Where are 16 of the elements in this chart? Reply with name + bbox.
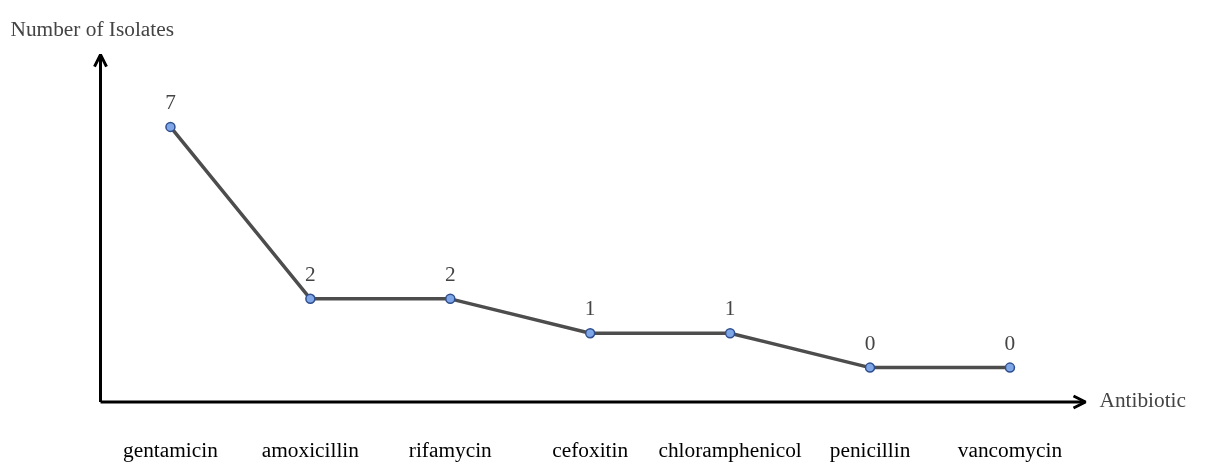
x-tick-label: chloramphenicol: [658, 437, 802, 462]
data-label: 2: [305, 261, 316, 286]
data-label: 1: [584, 296, 596, 321]
x-axis-title: Antibiotic: [1099, 387, 1186, 412]
x-tick-label: rifamycin: [408, 437, 493, 462]
x-tick-label: gentamicin: [123, 437, 219, 462]
data-label: 2: [444, 261, 456, 286]
x-tick-label: penicillin: [829, 437, 911, 462]
y-axis-title: Number of Isolates: [10, 16, 174, 41]
x-tick-label: amoxicillin: [261, 437, 360, 462]
data-label: 0: [1004, 330, 1016, 355]
x-tick-label: vancomycin: [957, 437, 1063, 462]
data-label: 1: [724, 296, 736, 321]
data-label: 0: [864, 330, 876, 355]
data-label: 7: [165, 89, 177, 114]
x-tick-label: cefoxitin: [552, 437, 629, 462]
